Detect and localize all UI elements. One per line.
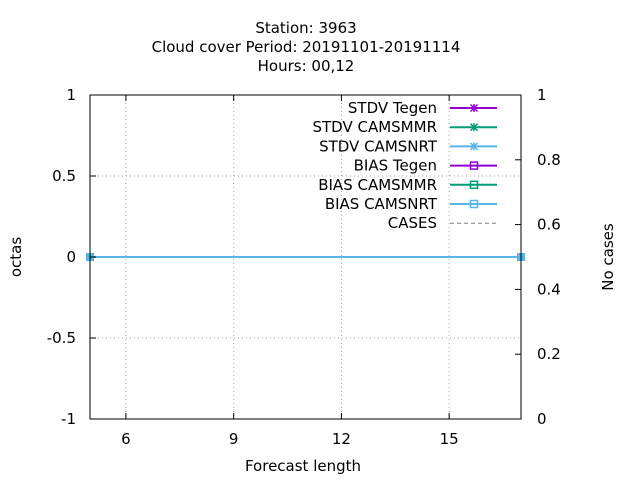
y2-tick-label: 0 — [537, 410, 547, 428]
ticks: 6 9 12 15 1 0.5 0 -0.5 -1 0 0.2 0.4 0.6 0.8 1 — [47, 86, 561, 448]
series-marker — [469, 161, 479, 170]
series-marker — [469, 180, 479, 190]
x-tick-label: 9 — [229, 430, 239, 448]
x-axis-label: Forecast length — [245, 457, 361, 475]
y2-tick-label: 0.4 — [537, 280, 561, 298]
chart-title-line: Station: 3963 — [255, 19, 356, 37]
y-tick-label: 1 — [66, 86, 76, 104]
y-tick-label: 0.5 — [52, 167, 76, 185]
legend-label: STDV CAMSNRT — [319, 137, 438, 155]
y-tick-label: -1 — [61, 410, 76, 428]
chart-title-line: Hours: 00,12 — [258, 57, 355, 75]
series-marker — [469, 123, 479, 132]
legend-label: STDV CAMSMMR — [312, 118, 437, 136]
legend-label: BIAS CAMSNRT — [325, 195, 438, 213]
x-tick-label: 15 — [440, 430, 459, 448]
x-tick-label: 6 — [121, 430, 131, 448]
y-tick-label: -0.5 — [47, 329, 76, 347]
legend-label: BIAS CAMSMMR — [318, 176, 437, 194]
x-tick-label: 12 — [332, 430, 351, 448]
legend-label: STDV Tegen — [348, 99, 437, 117]
legend-label: CASES — [388, 214, 437, 232]
chart-title-line: Cloud cover Period: 20191101-20191114 — [152, 38, 461, 56]
series — [86, 94, 525, 261]
legend-label: BIAS Tegen — [354, 157, 437, 175]
y2-tick-label: 1 — [537, 86, 547, 104]
y2-tick-label: 0.8 — [537, 151, 561, 169]
series-marker — [469, 199, 479, 209]
y2-tick-label: 0.2 — [537, 345, 561, 363]
y2-axis-label: No cases — [599, 223, 617, 291]
series-marker — [469, 142, 479, 151]
series-marker — [469, 103, 479, 113]
y-axis-label: octas — [7, 237, 25, 277]
y2-tick-label: 0.6 — [537, 216, 561, 234]
y-tick-label: 0 — [66, 248, 76, 266]
